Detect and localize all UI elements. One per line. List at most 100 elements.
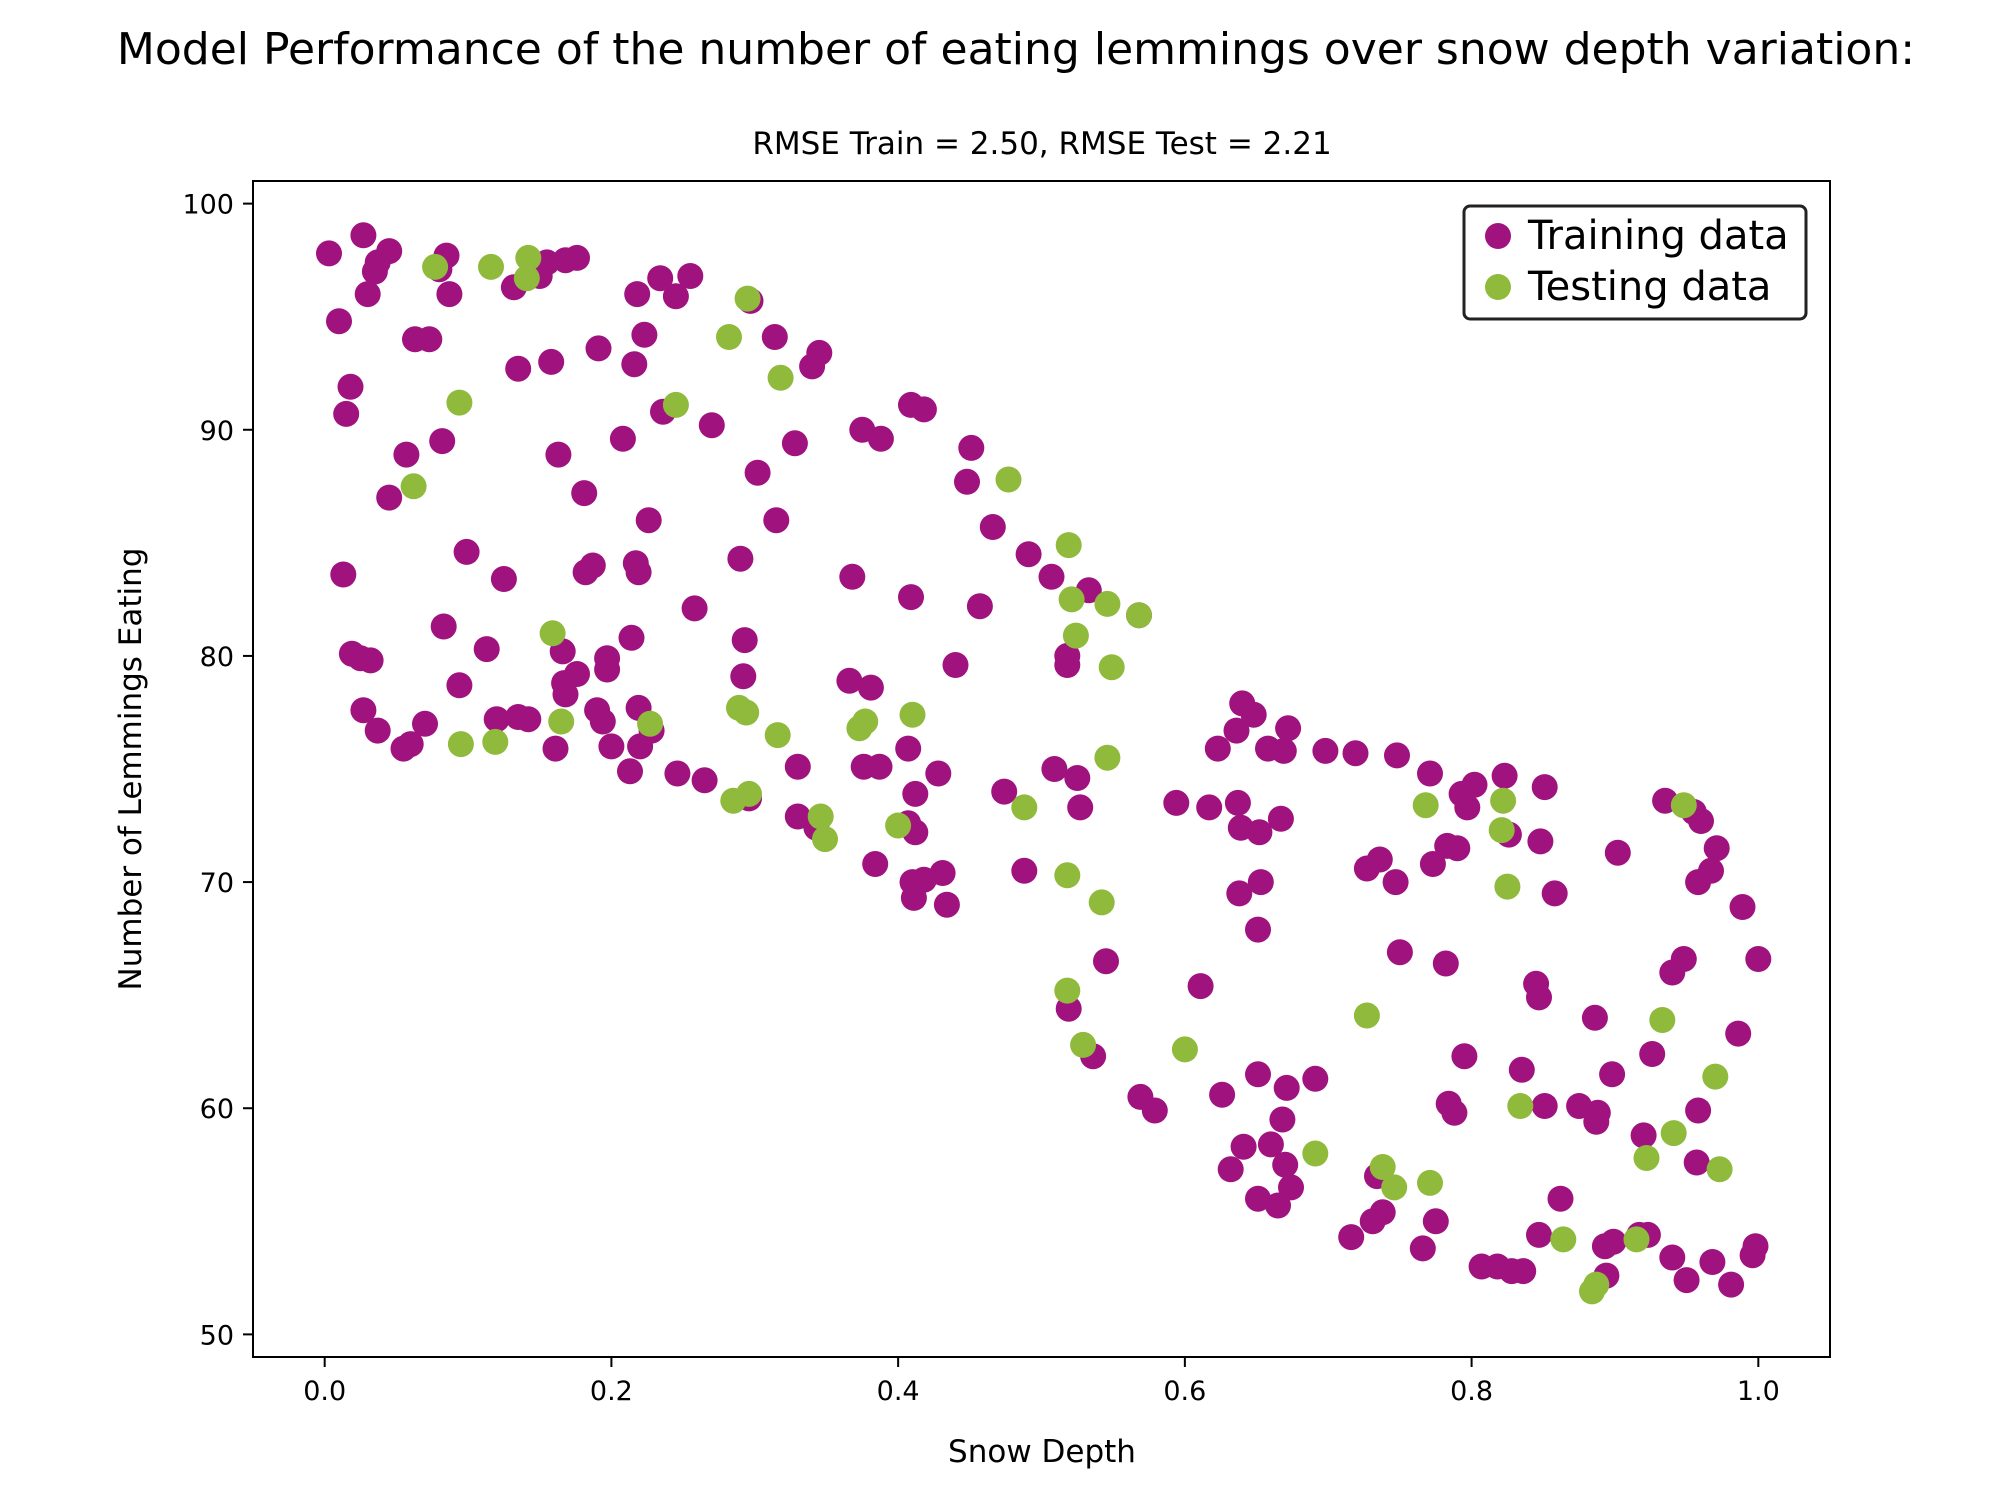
training-point — [1342, 740, 1369, 767]
testing-point — [1702, 1063, 1729, 1090]
training-point — [624, 281, 651, 308]
training-point — [579, 552, 606, 579]
training-point — [647, 265, 674, 292]
testing-point — [1550, 1226, 1577, 1253]
legend-box — [1462, 204, 1808, 321]
training-point — [453, 538, 480, 565]
training-point — [1217, 1156, 1244, 1183]
testing-point — [637, 710, 664, 737]
training-point — [1240, 701, 1267, 728]
training-point — [1699, 1249, 1726, 1275]
testing-point — [1070, 1031, 1097, 1058]
testing-point — [1494, 873, 1521, 900]
testing-point — [662, 391, 689, 418]
training-point — [618, 624, 645, 651]
training-point — [545, 441, 572, 468]
training-point — [1011, 857, 1038, 884]
training-point — [1067, 794, 1094, 821]
testing-point — [733, 699, 760, 726]
testing-point — [513, 265, 540, 292]
testing-point — [736, 780, 762, 807]
testing-point — [1670, 792, 1697, 819]
y-tick-label: 90 — [200, 416, 234, 447]
training-point — [1196, 794, 1223, 821]
training-point — [1718, 1271, 1745, 1298]
testing-point — [1126, 602, 1152, 629]
training-point — [429, 428, 456, 455]
training-point — [631, 321, 658, 348]
training-point — [1547, 1185, 1574, 1212]
training-point — [1093, 948, 1119, 975]
training-point — [933, 891, 960, 918]
training-point — [326, 308, 352, 335]
testing-point — [1058, 586, 1085, 613]
testing-point — [1623, 1226, 1650, 1253]
training-point — [1204, 735, 1231, 762]
training-point — [393, 441, 420, 468]
training-point — [1338, 1224, 1365, 1251]
training-point — [925, 760, 952, 787]
training-point — [954, 468, 980, 495]
legend: Training data Testing data — [1462, 204, 1808, 321]
training-point — [1725, 1020, 1752, 1047]
training-point — [473, 636, 500, 663]
training-point — [350, 697, 377, 724]
training-point — [1461, 771, 1488, 798]
chart-subtitle: RMSE Train = 2.50, RMSE Test = 2.21 — [752, 126, 1331, 162]
training-point — [1257, 1131, 1284, 1158]
training-point — [1451, 1043, 1478, 1070]
testing-point — [995, 466, 1022, 493]
training-point — [1038, 563, 1065, 590]
testing-point — [1054, 977, 1081, 1004]
training-point — [1685, 1097, 1712, 1124]
testing-point — [1098, 654, 1125, 681]
testing-point — [1579, 1278, 1605, 1305]
training-point — [1441, 1099, 1468, 1126]
training-point — [1369, 1199, 1396, 1226]
training-point — [902, 780, 929, 807]
training-point — [1245, 916, 1271, 943]
training-point — [316, 240, 342, 267]
training-point — [1526, 1221, 1552, 1248]
training-point — [698, 412, 725, 439]
testing-point — [1660, 1120, 1687, 1147]
training-point — [1246, 819, 1273, 846]
training-point — [621, 351, 648, 378]
testing-point — [1633, 1145, 1660, 1171]
training-point — [589, 708, 616, 735]
training-point — [942, 652, 969, 678]
training-point — [1527, 828, 1554, 855]
training-point — [1384, 742, 1410, 769]
training-point — [361, 258, 388, 285]
training-point — [836, 667, 863, 694]
training-point — [1659, 1244, 1686, 1271]
y-tick-label: 100 — [182, 190, 234, 221]
training-point — [505, 355, 532, 382]
testing-point — [734, 285, 761, 312]
testing-point — [1706, 1156, 1733, 1183]
training-point — [609, 425, 636, 452]
training-point — [1729, 894, 1756, 920]
x-tick-label: 0.8 — [1450, 1376, 1493, 1407]
training-point — [1386, 939, 1413, 966]
training-point — [564, 244, 590, 271]
testing-point — [1417, 1169, 1443, 1196]
testing-point — [422, 253, 449, 280]
training-point — [677, 263, 704, 289]
training-point — [1508, 1056, 1535, 1083]
training-point — [625, 559, 652, 586]
training-point — [1269, 1106, 1296, 1133]
training-point — [763, 507, 790, 534]
training-point — [1444, 835, 1471, 862]
training-point — [1745, 946, 1772, 972]
training-point — [1054, 642, 1081, 669]
training-point — [799, 353, 826, 380]
training-point — [397, 731, 424, 758]
testing-point — [539, 620, 566, 647]
training-point — [1639, 1041, 1666, 1067]
training-point — [1531, 1093, 1558, 1119]
training-point — [490, 566, 517, 592]
testing-point — [1062, 622, 1089, 649]
training-point — [564, 661, 590, 687]
training-point — [515, 706, 542, 733]
